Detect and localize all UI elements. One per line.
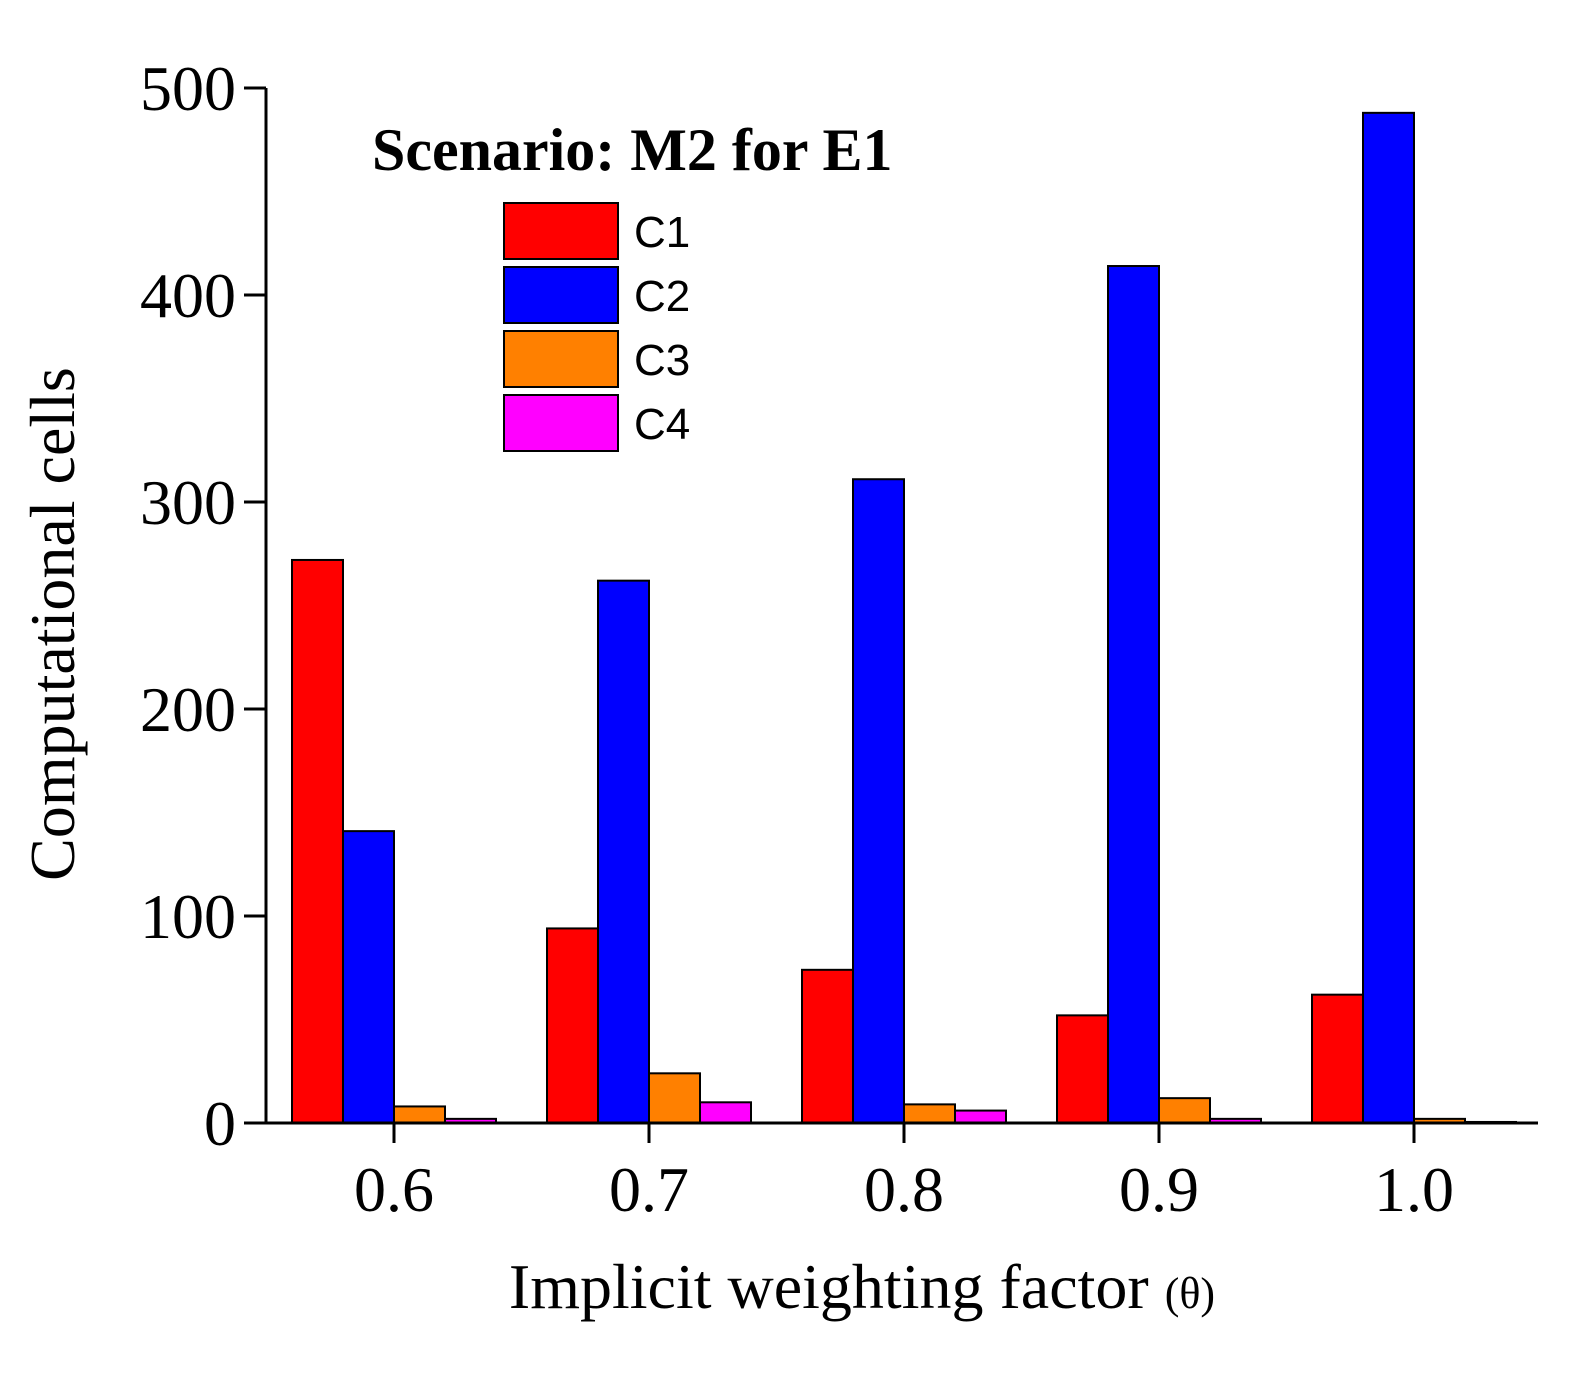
legend: C1 C2 C3 C4	[503, 202, 690, 452]
x-axis-title-text: Implicit weighting factor	[509, 1251, 1149, 1322]
legend-swatch-c2	[503, 266, 619, 324]
bar-c3-0.9	[1158, 1097, 1211, 1125]
bar-c3-0.6	[393, 1105, 446, 1124]
x-tick-label: 1.0	[1374, 1154, 1454, 1225]
y-tick-label: 0	[204, 1088, 236, 1159]
bar-c1-0.8	[801, 968, 854, 1124]
bar-c3-0.7	[648, 1072, 701, 1124]
bar-c2-0.7	[597, 579, 650, 1124]
y-tick-label: 500	[140, 53, 236, 124]
legend-label-c1: C1	[634, 208, 690, 257]
legend-label-c2: C2	[634, 272, 690, 321]
y-tick-label: 100	[140, 881, 236, 952]
x-tick-label: 0.6	[354, 1154, 434, 1225]
bar-c3-0.8	[903, 1103, 956, 1124]
legend-swatch-c3	[503, 330, 619, 388]
y-tick-label: 200	[140, 674, 236, 745]
legend-label-c3: C3	[634, 336, 690, 385]
y-axis-title: Computational cells	[17, 367, 88, 881]
axes-group: 0 100 200 300 400 500 0.6 0.7 0.8 0.9 1.0	[140, 53, 1538, 1225]
legend-label-c4: C4	[634, 400, 690, 449]
bar-c4-0.8	[954, 1109, 1007, 1124]
bar-c1-0.7	[546, 927, 599, 1124]
x-tick-label: 0.7	[609, 1154, 689, 1225]
bars-group	[291, 111, 1517, 1125]
y-tick-label: 300	[140, 467, 236, 538]
bar-c2-0.8	[852, 478, 905, 1125]
bar-c2-0.6	[342, 830, 395, 1124]
chart-title: Scenario: M2 for E1	[372, 117, 892, 183]
x-axis-title: Implicit weighting factor (θ)	[509, 1251, 1215, 1322]
legend-swatch-c1	[503, 202, 619, 260]
bar-c1-0.6	[291, 558, 344, 1124]
legend-swatch-c4	[503, 394, 619, 452]
bar-c4-0.7	[699, 1101, 752, 1125]
x-tick-label: 0.9	[1119, 1154, 1199, 1225]
bar-c2-0.9	[1107, 265, 1160, 1124]
bar-c1-1.0	[1311, 993, 1364, 1124]
x-axis-theta-symbol: (θ)	[1165, 1269, 1215, 1318]
bar-c1-0.9	[1056, 1014, 1109, 1124]
x-tick-label: 0.8	[864, 1154, 944, 1225]
bar-c2-1.0	[1362, 111, 1415, 1124]
y-tick-label: 400	[140, 260, 236, 331]
